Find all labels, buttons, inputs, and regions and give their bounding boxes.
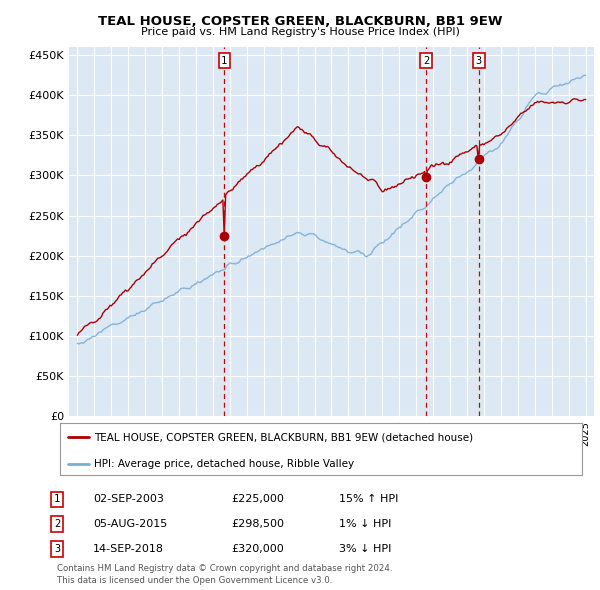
Text: 02-SEP-2003: 02-SEP-2003 xyxy=(93,494,164,504)
Text: 2: 2 xyxy=(423,56,429,66)
Text: 1: 1 xyxy=(221,56,227,66)
Text: 1% ↓ HPI: 1% ↓ HPI xyxy=(339,519,391,529)
Text: £298,500: £298,500 xyxy=(231,519,284,529)
Text: Contains HM Land Registry data © Crown copyright and database right 2024.
This d: Contains HM Land Registry data © Crown c… xyxy=(57,565,392,585)
Text: TEAL HOUSE, COPSTER GREEN, BLACKBURN, BB1 9EW (detached house): TEAL HOUSE, COPSTER GREEN, BLACKBURN, BB… xyxy=(94,432,473,442)
Text: 3: 3 xyxy=(54,544,60,554)
Text: 3: 3 xyxy=(476,56,482,66)
Text: 14-SEP-2018: 14-SEP-2018 xyxy=(93,544,164,554)
Text: 1: 1 xyxy=(54,494,60,504)
Text: Price paid vs. HM Land Registry's House Price Index (HPI): Price paid vs. HM Land Registry's House … xyxy=(140,27,460,37)
Text: £320,000: £320,000 xyxy=(231,544,284,554)
Text: HPI: Average price, detached house, Ribble Valley: HPI: Average price, detached house, Ribb… xyxy=(94,458,354,468)
Text: 05-AUG-2015: 05-AUG-2015 xyxy=(93,519,167,529)
Text: 2: 2 xyxy=(54,519,60,529)
Text: TEAL HOUSE, COPSTER GREEN, BLACKBURN, BB1 9EW: TEAL HOUSE, COPSTER GREEN, BLACKBURN, BB… xyxy=(98,15,502,28)
Text: £225,000: £225,000 xyxy=(231,494,284,504)
Text: 15% ↑ HPI: 15% ↑ HPI xyxy=(339,494,398,504)
Text: 3% ↓ HPI: 3% ↓ HPI xyxy=(339,544,391,554)
